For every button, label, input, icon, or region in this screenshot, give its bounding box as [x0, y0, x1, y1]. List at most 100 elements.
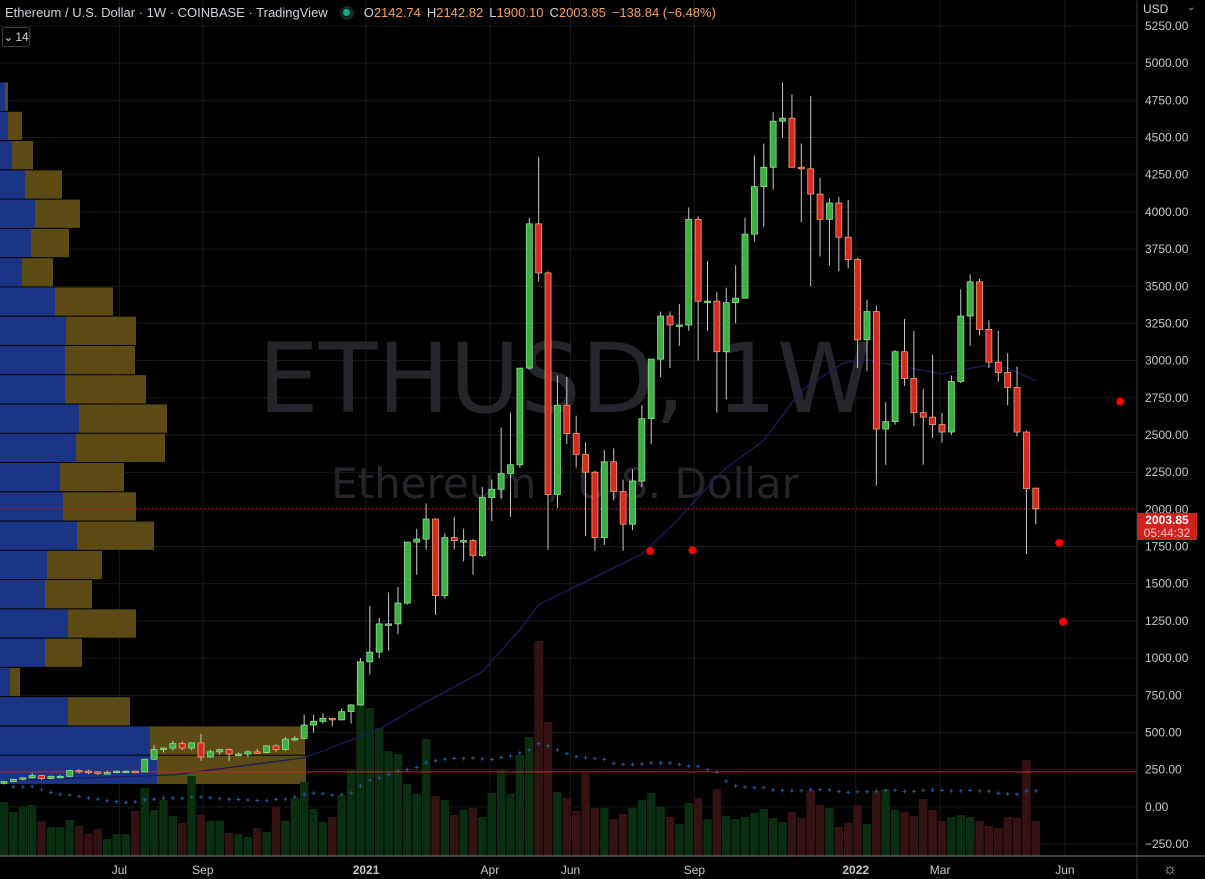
time-tick-label: Jun [561, 863, 580, 877]
volume-bar [421, 739, 431, 856]
volume-bar [900, 812, 909, 856]
time-axis[interactable]: Jul Sep 2021 Apr Jun Sep 2022 Mar Jun [112, 863, 1075, 877]
price-tick-label: 1250.00 [1145, 614, 1189, 628]
volume-bar [1012, 818, 1022, 856]
candle-body [0, 781, 8, 784]
volume-ma-point [142, 797, 147, 802]
volume-ma-point [461, 756, 466, 761]
candle-body [554, 404, 561, 495]
price-tick-label: 3250.00 [1145, 316, 1189, 330]
profile-row-down [35, 199, 80, 228]
volume-bar [956, 815, 965, 856]
candle-body [1013, 387, 1021, 433]
profile-row-down [79, 404, 167, 433]
bar-countdown: 05:44:32 [1143, 526, 1191, 540]
volume-ma-point [1005, 791, 1010, 796]
price-tick-label: 5000.00 [1145, 56, 1189, 70]
price-tick-label: 4000.00 [1145, 205, 1189, 219]
volume-ma-point [724, 778, 729, 783]
candle-body [1004, 372, 1012, 388]
volume-ma-point [11, 785, 16, 789]
profile-row-down [65, 345, 135, 375]
volume-ma-point [1024, 788, 1029, 793]
currency-selector[interactable]: USD [1143, 2, 1169, 16]
volume-bar [525, 737, 534, 856]
profile-row-up [0, 667, 10, 697]
volume-bar [46, 827, 56, 856]
profile-row-down [68, 697, 130, 726]
candle-body [497, 473, 505, 490]
profile-row-up [0, 638, 45, 667]
candle-body [347, 704, 355, 713]
price-axis[interactable]: 5250.00 5000.00 4750.00 4500.00 4250.00 4000.… [1145, 19, 1189, 851]
volume-ma-point [780, 788, 785, 793]
candle-body [816, 193, 824, 220]
volume-bar [206, 821, 215, 856]
candle-body [591, 471, 599, 539]
candle-body [403, 541, 411, 604]
candle-body [563, 404, 571, 434]
price-tick-label: 3500.00 [1145, 279, 1189, 293]
volume-ma-point [320, 791, 325, 796]
volume-bar [440, 800, 450, 856]
chart-header: Ethereum / U.S. Dollar · 1W · COINBASE ·… [5, 5, 722, 20]
volume-ma-point [123, 800, 128, 805]
volume-ma-point [414, 765, 419, 770]
price-tick-label: 5250.00 [1145, 19, 1189, 33]
volume-ma-point [283, 797, 288, 801]
volume-ma-point [114, 799, 119, 804]
profile-row-down [5, 82, 8, 111]
time-tick-label: 2022 [842, 863, 869, 877]
volume-ma-point [208, 795, 213, 800]
volume-bar [65, 820, 74, 856]
price-tick-label: 750.00 [1145, 688, 1182, 702]
candle-body [947, 381, 955, 433]
time-tick-label: Sep [192, 863, 214, 877]
candle-body [47, 775, 55, 779]
low-label: L [489, 5, 497, 20]
volume-bar [168, 816, 178, 856]
volume-bar [787, 812, 797, 856]
ohlc-change: −138.84 (−6.48%) [611, 5, 716, 20]
chevron-down-icon[interactable]: ⌄ [1187, 2, 1196, 13]
candle-body [704, 300, 711, 304]
volume-ma-point [292, 794, 297, 799]
volume-ma-point [339, 792, 344, 797]
volume-bar [487, 793, 496, 856]
volume-profile [0, 82, 306, 784]
volume-bar [571, 811, 581, 856]
watermark: ETHUSD, 1W Ethereum / U.S. Dollar [258, 323, 872, 508]
volume-ma-point [874, 789, 879, 794]
volume-ma-point [480, 756, 485, 761]
profile-row-down [76, 433, 165, 463]
volume-bar [412, 794, 421, 856]
candle-body [882, 421, 890, 430]
price-tick-label: 2000.00 [1145, 502, 1189, 516]
candle-body [56, 775, 64, 779]
volume-ma-point [105, 798, 110, 803]
low-value: 1900.10 [496, 5, 544, 20]
profile-row-down [47, 550, 102, 580]
candle-body [488, 488, 496, 498]
symbol-title[interactable]: Ethereum / U.S. Dollar · 1W · COINBASE ·… [5, 5, 328, 20]
volume-ma-point [452, 756, 457, 761]
volume-bar [93, 829, 102, 856]
candle-body [366, 651, 374, 663]
indicator-count: 14 [15, 30, 29, 44]
volume-bar [909, 816, 919, 856]
volume-bar [778, 822, 787, 856]
candle-body [469, 540, 477, 556]
indicators-toggle-button[interactable]: ⌄ 14 [2, 27, 30, 47]
market-status-icon [339, 5, 354, 20]
gear-icon[interactable]: ☼ [1162, 861, 1178, 878]
volume-bar [947, 817, 956, 856]
volume-bar [431, 796, 440, 856]
volume-bar [797, 818, 806, 856]
candle-body [85, 770, 92, 774]
profile-row-up [0, 463, 60, 492]
marker-dot [1116, 397, 1125, 406]
price-tick-label: 1000.00 [1145, 651, 1189, 665]
candle-body [197, 742, 205, 758]
volume-ma-point [349, 790, 354, 795]
